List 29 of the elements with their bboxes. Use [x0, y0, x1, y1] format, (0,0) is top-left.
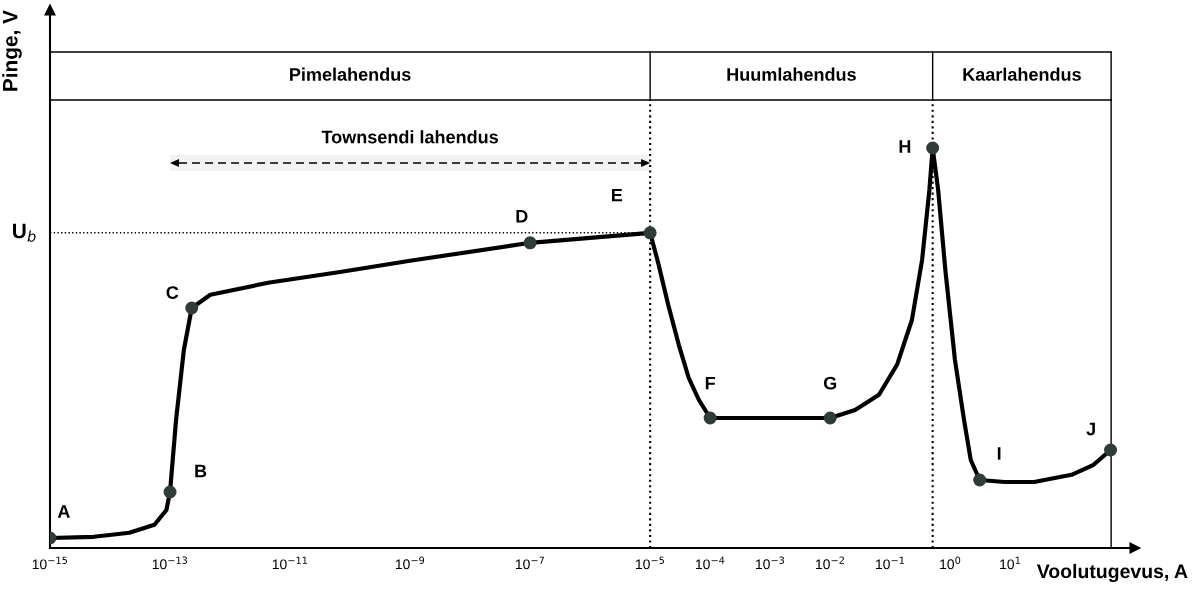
annotation: G	[823, 376, 837, 390]
x-tick-label: 10$^{0}$	[940, 556, 961, 570]
annotation: C	[166, 286, 179, 299]
x-tick-label: 10$^{−7}$	[515, 556, 544, 570]
x-axis-title: Voolutugevus, A	[1036, 563, 1188, 583]
x-tick-label: 10$^{−15}$	[32, 556, 67, 570]
x-tick-label: 10$^{−13}$	[152, 556, 188, 570]
annotation: D	[516, 210, 528, 223]
annotation: H	[899, 140, 911, 153]
x-tick-label: 10$^{1}$	[1000, 556, 1020, 570]
band-label: Townsendi lahendus	[321, 130, 498, 144]
text: Pimelahendus	[290, 67, 411, 81]
annotation: F	[705, 376, 716, 390]
x-tick-label: 10$^{−2}$	[816, 556, 844, 570]
text: Huumlahendus	[727, 67, 856, 81]
annotation: A	[57, 505, 70, 518]
x-tick-label: 10$^{−9}$	[395, 556, 425, 570]
x-tick-label: 10$^{−1}$	[876, 556, 904, 570]
x-tick-label: 10$^{−4}$	[696, 556, 725, 570]
text: Kaarlahendus	[963, 67, 1081, 81]
annotation: B	[195, 464, 207, 478]
annotation: J	[1086, 422, 1095, 436]
x-tick-label: 10$^{−11}$	[272, 556, 307, 570]
ref-line-label: U$_{b}$	[13, 223, 36, 242]
annotation: E	[611, 188, 623, 202]
y-axis-title: Pinge, V	[2, 10, 22, 91]
x-tick-label: 10$^{−3}$	[756, 556, 785, 570]
x-tick-label: 10$^{−5}$	[635, 556, 664, 570]
annotation: I	[997, 447, 1001, 460]
